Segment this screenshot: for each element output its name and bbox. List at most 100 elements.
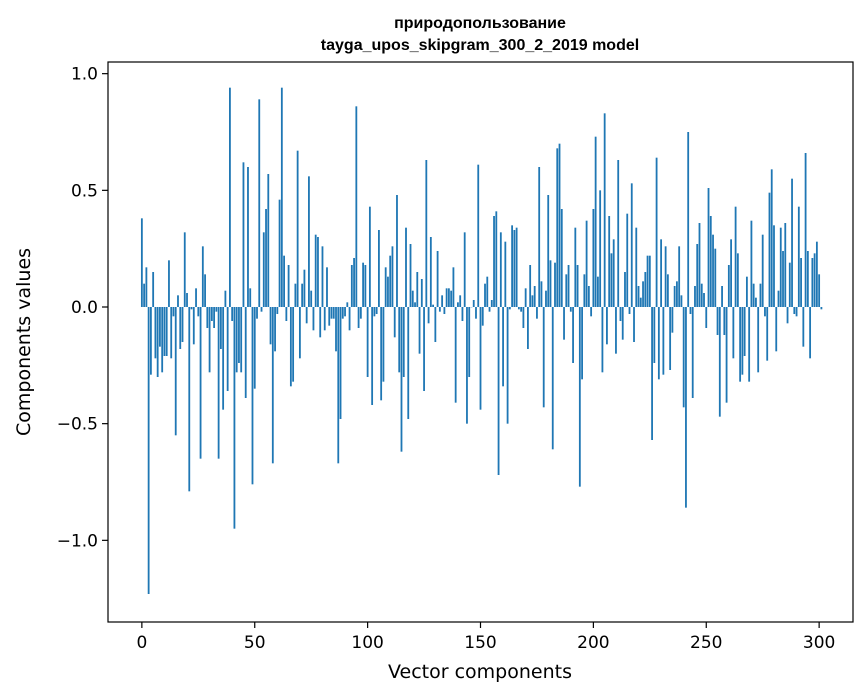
bar-212: [619, 307, 622, 321]
bar-292: [800, 258, 802, 307]
bar-27: [201, 246, 204, 307]
bar-51: [256, 307, 258, 319]
bar-6: [154, 307, 157, 359]
bar-264: [736, 253, 739, 307]
bar-43: [238, 307, 240, 363]
bar-234: [669, 307, 672, 370]
bar-155: [490, 300, 493, 307]
bar-153: [486, 276, 489, 307]
bar-279: [770, 169, 773, 307]
bar-59: [274, 307, 276, 352]
bar-130: [434, 307, 437, 342]
bar-162: [506, 307, 509, 424]
bar-220: [637, 286, 640, 307]
bar-90: [344, 307, 346, 317]
bar-111: [391, 246, 394, 307]
bar-260: [727, 265, 730, 307]
bar-32: [213, 307, 216, 328]
bar-129: [432, 304, 434, 307]
bar-240: [682, 307, 685, 408]
bar-161: [504, 241, 507, 307]
bar-81: [323, 307, 326, 331]
bar-78: [317, 237, 319, 307]
bar-52: [258, 99, 261, 307]
bar-209: [612, 239, 615, 307]
bar-164: [511, 225, 514, 307]
bar-243: [689, 307, 692, 314]
bar-48: [249, 288, 252, 307]
bar-187: [563, 307, 565, 340]
bar-288: [791, 178, 793, 307]
bar-109: [387, 276, 389, 307]
bar-252: [709, 216, 712, 307]
bar-36: [222, 307, 225, 410]
bar-203: [599, 190, 602, 307]
bar-26: [199, 307, 202, 459]
bar-139: [454, 307, 457, 403]
bar-108: [384, 267, 387, 307]
bar-233: [666, 274, 669, 307]
bar-193: [576, 265, 579, 307]
bar-198: [587, 286, 590, 307]
bar-174: [533, 286, 536, 307]
bar-95: [355, 106, 358, 307]
bar-291: [797, 206, 800, 307]
bar-86: [335, 307, 337, 352]
bar-168: [520, 307, 523, 312]
bar-124: [420, 279, 423, 307]
bar-192: [574, 227, 577, 307]
bar-62: [280, 87, 283, 307]
bar-265: [739, 307, 742, 382]
bar-188: [565, 274, 568, 307]
bar-237: [676, 281, 678, 307]
bar-287: [788, 262, 791, 307]
bar-224: [646, 255, 649, 307]
bar-157: [495, 211, 498, 307]
bar-239: [680, 295, 683, 307]
bar-228: [655, 157, 658, 307]
bar-166: [515, 227, 518, 307]
bar-97: [359, 307, 362, 319]
bar-165: [513, 230, 516, 307]
bar-268: [745, 276, 748, 307]
bar-225: [648, 255, 651, 307]
bar-136: [447, 288, 450, 307]
bar-82: [326, 267, 328, 307]
bar-281: [775, 307, 778, 352]
bar-294: [804, 153, 807, 307]
bar-10: [163, 307, 166, 356]
bar-56: [267, 174, 270, 307]
bar-296: [809, 307, 812, 359]
bar-135: [445, 288, 448, 307]
bar-207: [608, 216, 611, 307]
bar-1: [143, 283, 146, 307]
bar-208: [610, 253, 613, 307]
bar-88: [339, 307, 342, 419]
bar-116: [402, 307, 405, 377]
bar-284: [782, 251, 784, 307]
bar-172: [529, 265, 532, 307]
bar-8: [159, 307, 161, 347]
bar-229: [657, 307, 660, 380]
bar-276: [764, 307, 766, 317]
bar-283: [779, 227, 782, 307]
bar-204: [601, 307, 604, 373]
bar-295: [806, 251, 809, 307]
bar-241: [685, 307, 687, 508]
bar-169: [522, 307, 525, 328]
bar-42: [235, 307, 238, 373]
bar-289: [793, 307, 796, 314]
bar-35: [219, 307, 222, 349]
bar-160: [502, 307, 504, 387]
bar-280: [773, 225, 775, 307]
bar-23: [192, 307, 195, 345]
bar-286: [786, 307, 789, 324]
bar-103: [373, 307, 376, 317]
bar-273: [757, 307, 760, 373]
bar-245: [694, 286, 696, 307]
bar-181: [549, 260, 552, 307]
bar-197: [585, 220, 588, 307]
bar-37: [224, 290, 227, 307]
bar-221: [639, 297, 642, 307]
bar-0: [140, 218, 143, 307]
